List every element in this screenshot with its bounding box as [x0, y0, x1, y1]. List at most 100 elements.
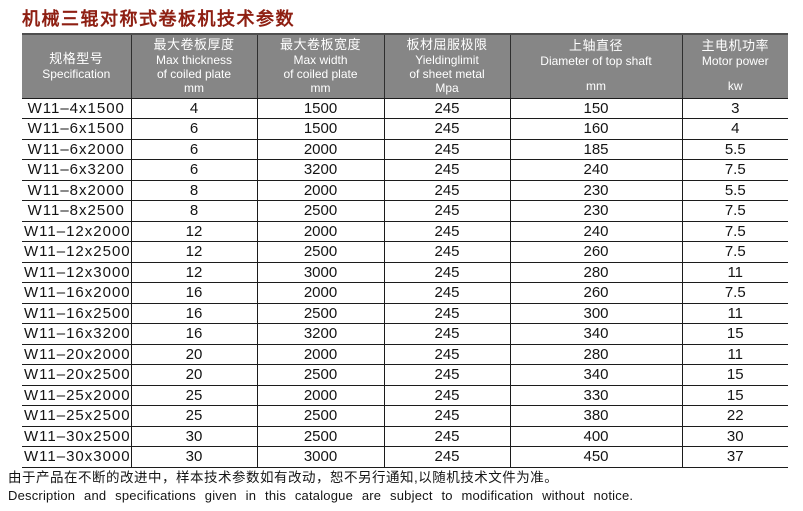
column-header-en2: of coiled plate	[156, 66, 232, 81]
width-cell: 2000	[257, 282, 385, 304]
column-header-zh: 最大卷板宽度	[279, 36, 361, 52]
page-title: 机械三辊对称式卷板机技术参数	[22, 9, 295, 29]
yield-cell: 245	[384, 159, 511, 181]
yield-cell: 245	[384, 241, 511, 263]
column-header-unit: Mpa	[435, 80, 459, 95]
width-cell: 2500	[257, 426, 385, 447]
table-row: W11–12x2500 12 2500 245 260 7.5	[22, 241, 788, 263]
diameter-cell: 260	[510, 241, 683, 263]
yield-cell: 245	[384, 405, 511, 427]
table-row: W11–16x2500 16 2500 245 300 11	[22, 303, 788, 324]
thickness-cell: 25	[131, 385, 258, 406]
power-cell: 15	[682, 323, 788, 345]
column-header-yield: 板材屈服极限 Yieldinglimit of sheet metal Mpa	[384, 33, 511, 99]
column-header-power: 主电机功率 Motor power kw	[682, 33, 788, 99]
power-cell: 11	[682, 344, 788, 365]
width-cell: 2000	[257, 344, 385, 365]
thickness-cell: 30	[131, 426, 258, 447]
diameter-cell: 280	[510, 344, 683, 365]
table-row: W11–6x1500 6 1500 245 160 4	[22, 118, 788, 140]
yield-cell: 245	[384, 323, 511, 345]
column-header-unit: kw	[727, 79, 743, 94]
thickness-cell: 12	[131, 241, 258, 263]
power-cell: 15	[682, 385, 788, 406]
table-row: W11–30x3000 30 3000 245 450 37	[22, 446, 788, 468]
spec-cell: W11–30x2500	[22, 426, 132, 447]
spec-cell: W11–6x2000	[22, 139, 132, 160]
table-row: W11–6x3200 6 3200 245 240 7.5	[22, 159, 788, 181]
spec-cell: W11–16x2000	[22, 282, 132, 304]
spec-cell: W11–12x3000	[22, 262, 132, 283]
power-cell: 11	[682, 262, 788, 283]
diameter-cell: 240	[510, 159, 683, 181]
width-cell: 1500	[257, 98, 385, 119]
table-row: W11–25x2000 25 2000 245 330 15	[22, 385, 788, 406]
column-header-thickness: 最大卷板厚度 Max thickness of coiled plate mm	[131, 33, 258, 99]
column-header-en2: of coiled plate	[283, 66, 358, 81]
power-cell: 7.5	[682, 282, 788, 304]
column-header-unit: mm	[586, 79, 606, 94]
width-cell: 2500	[257, 364, 385, 386]
power-cell: 5.5	[682, 180, 788, 201]
yield-cell: 245	[384, 180, 511, 201]
spec-cell: W11–16x2500	[22, 303, 132, 324]
table-row: W11–8x2000 8 2000 245 230 5.5	[22, 180, 788, 201]
column-header-en2: of sheet metal	[409, 66, 485, 81]
table-row: W11–20x2000 20 2000 245 280 11	[22, 344, 788, 365]
thickness-cell: 6	[131, 159, 258, 181]
power-cell: 3	[682, 98, 788, 119]
thickness-cell: 6	[131, 118, 258, 140]
column-header-unit: mm	[310, 80, 331, 95]
power-cell: 7.5	[682, 241, 788, 263]
yield-cell: 245	[384, 282, 511, 304]
column-header-zh: 主电机功率	[701, 38, 769, 54]
power-cell: 37	[682, 446, 788, 468]
width-cell: 2000	[257, 180, 385, 201]
table-row: W11–4x1500 4 1500 245 150 3	[22, 98, 788, 119]
width-cell: 3000	[257, 262, 385, 283]
thickness-cell: 8	[131, 200, 258, 222]
power-cell: 22	[682, 405, 788, 427]
power-cell: 4	[682, 118, 788, 140]
column-header-en: Diameter of top shaft	[540, 54, 652, 69]
power-cell: 7.5	[682, 200, 788, 222]
yield-cell: 245	[384, 221, 511, 242]
spec-cell: W11–25x2000	[22, 385, 132, 406]
width-cell: 3000	[257, 446, 385, 468]
diameter-cell: 185	[510, 139, 683, 160]
yield-cell: 245	[384, 385, 511, 406]
yield-cell: 245	[384, 303, 511, 324]
diameter-cell: 260	[510, 282, 683, 304]
table-row: W11–16x3200 16 3200 245 340 15	[22, 323, 788, 345]
column-header-zh: 板材屈服极限	[406, 36, 488, 52]
column-header-diameter: 上轴直径 Diameter of top shaft mm	[510, 33, 683, 99]
thickness-cell: 25	[131, 405, 258, 427]
yield-cell: 245	[384, 98, 511, 119]
spec-cell: W11–4x1500	[22, 98, 132, 119]
table-body: W11–4x1500 4 1500 245 150 3 W11–6x1500 6 1500 245…	[22, 98, 788, 468]
width-cell: 2500	[257, 405, 385, 427]
column-header-unit: mm	[184, 80, 204, 95]
table-row: W11–20x2500 20 2500 245 340 15	[22, 364, 788, 386]
spec-cell: W11–8x2500	[22, 200, 132, 222]
yield-cell: 245	[384, 262, 511, 283]
spec-cell: W11–20x2500	[22, 364, 132, 386]
diameter-cell: 330	[510, 385, 683, 406]
column-header-en: Specification	[42, 66, 111, 81]
power-cell: 11	[682, 303, 788, 324]
width-cell: 1500	[257, 118, 385, 140]
thickness-cell: 20	[131, 344, 258, 365]
power-cell: 7.5	[682, 221, 788, 242]
width-cell: 2500	[257, 200, 385, 222]
spec-cell: W11–12x2500	[22, 241, 132, 263]
thickness-cell: 16	[131, 282, 258, 304]
power-cell: 15	[682, 364, 788, 386]
power-cell: 7.5	[682, 159, 788, 181]
column-header-en: Max thickness	[155, 52, 233, 67]
yield-cell: 245	[384, 426, 511, 447]
yield-cell: 245	[384, 446, 511, 468]
spec-cell: W11–6x1500	[22, 118, 132, 140]
diameter-cell: 400	[510, 426, 683, 447]
spec-cell: W11–6x3200	[22, 159, 132, 181]
diameter-cell: 240	[510, 221, 683, 242]
